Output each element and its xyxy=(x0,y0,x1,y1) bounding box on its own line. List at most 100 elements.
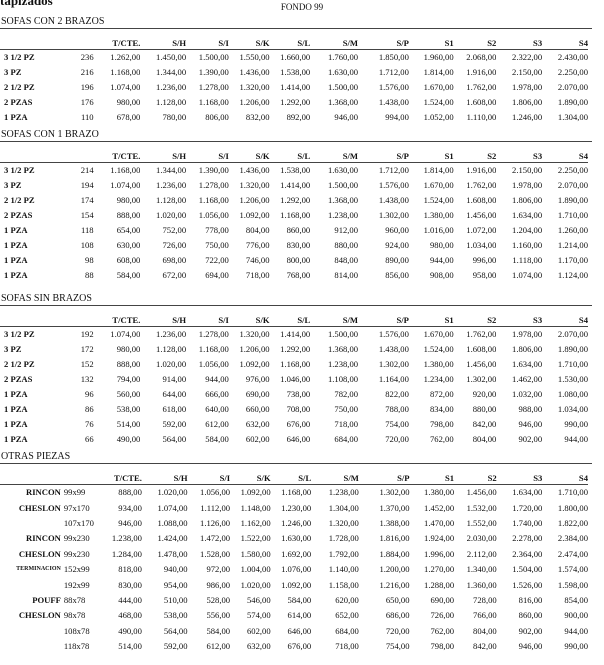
price-cell: 1.034,00 xyxy=(466,240,497,250)
price-cell: 652,00 xyxy=(335,610,359,621)
price-cell: 1.576,00 xyxy=(378,180,409,190)
price-cell: 2.250,00 xyxy=(557,165,588,176)
price-cell: 632,00 xyxy=(247,641,271,652)
row-label: 2 1/2 PZ xyxy=(4,195,35,205)
price-row: 107x170 946,00 1.088,00 1.126,00 1.162,00 1.2… xyxy=(0,515,588,530)
column-header: S2 xyxy=(453,306,497,327)
row-label: 2 PZAS xyxy=(4,374,33,384)
price-cell: 1.470,00 xyxy=(424,517,455,528)
price-cell: 1.414,00 xyxy=(280,180,311,190)
row-size: 172 xyxy=(80,344,94,354)
price-cell: 804,00 xyxy=(472,434,497,444)
price-cell: 1.538,00 xyxy=(280,67,311,77)
price-cell: 1.216,00 xyxy=(379,579,410,590)
price-cell: 988,00 xyxy=(518,404,543,414)
column-header: S/M xyxy=(310,306,359,327)
price-cell: 766,00 xyxy=(473,610,497,621)
price-cell: 468,00 xyxy=(118,610,142,621)
price-cell: 800,00 xyxy=(286,255,311,265)
row-label xyxy=(0,515,63,530)
column-header: S/L xyxy=(269,306,311,327)
row-size: 96 xyxy=(85,389,94,399)
price-row: RINCON 99x99 888,00 1.020,00 1.056,00 1.092,0… xyxy=(0,485,588,500)
price-cell: 678,00 xyxy=(116,112,141,122)
price-cell: 1.762,00 xyxy=(466,329,497,340)
price-cell: 990,00 xyxy=(564,641,588,652)
price-cell: 1.814,00 xyxy=(423,67,454,77)
price-cell: 1.456,00 xyxy=(466,487,497,498)
price-cell: 608,00 xyxy=(116,255,141,265)
column-header: S/K xyxy=(228,29,270,50)
price-row: CHESLON 99x230 1.284,00 1.478,00 1.528,00 1.5… xyxy=(0,546,588,561)
price-cell: 1.284,00 xyxy=(111,548,142,559)
price-cell: 1.158,00 xyxy=(328,579,359,590)
price-cell: 752,00 xyxy=(162,225,187,235)
price-cell: 900,00 xyxy=(564,610,588,621)
price-cell: 798,00 xyxy=(430,419,454,429)
price-cell: 1.438,00 xyxy=(378,97,409,107)
price-cell: 994,00 xyxy=(385,112,409,122)
price-cell: 1.262,00 xyxy=(110,52,141,63)
price-cell: 1.304,00 xyxy=(557,112,588,122)
price-row: 3 PZ 194 1.074,00 1.236,00 1.278,00 1.320,00 1… xyxy=(0,178,588,193)
price-cell: 1.204,00 xyxy=(512,225,543,235)
price-cell: 788,00 xyxy=(385,404,409,414)
price-cell: 1.608,00 xyxy=(466,195,497,205)
header-cell xyxy=(0,306,74,327)
price-cell: 738,00 xyxy=(286,389,311,399)
price-cell: 718,00 xyxy=(335,641,359,652)
column-header: S4 xyxy=(542,306,588,327)
price-cell: 728,00 xyxy=(473,594,497,605)
price-cell: 912,00 xyxy=(334,225,359,235)
price-cell: 1.320,00 xyxy=(239,180,270,190)
price-row: CHESLON 98x78 468,00 538,00 556,00 574,00 614,… xyxy=(0,608,588,623)
price-cell: 996,00 xyxy=(472,255,497,265)
price-cell: 842,00 xyxy=(472,419,497,429)
row-label: 2 1/2 PZ xyxy=(4,359,35,369)
price-cell: 980,00 xyxy=(116,344,141,354)
price-cell: 1.320,00 xyxy=(239,82,270,92)
price-cell: 1.530,00 xyxy=(557,374,588,384)
price-cell: 726,00 xyxy=(162,240,187,250)
price-cell: 1.504,00 xyxy=(512,564,543,575)
price-cell: 1.368,00 xyxy=(327,97,359,107)
price-cell: 1.140,00 xyxy=(328,564,359,575)
price-cell: 1.056,00 xyxy=(198,210,229,220)
column-header: S/M xyxy=(310,29,359,50)
price-cell: 1.236,00 xyxy=(156,329,187,340)
header-cell xyxy=(62,464,98,485)
price-cell: 1.916,00 xyxy=(466,67,497,77)
header-cell xyxy=(0,29,74,50)
price-cell: 1.200,00 xyxy=(379,564,410,575)
price-cell: 934,00 xyxy=(118,502,142,513)
row-size: 99x230 xyxy=(63,533,90,544)
row-label: TERMINACION xyxy=(16,566,61,573)
price-section: OTRAS PIEZAS T/CTE. S/H S/I S/K S/L S/M S/P S1 S2… xyxy=(0,450,592,654)
price-cell: 1.850,00 xyxy=(378,52,409,63)
price-cell: 1.368,00 xyxy=(327,344,359,354)
row-label: POUFF xyxy=(32,594,61,605)
price-cell: 1.110,00 xyxy=(466,112,497,122)
price-cell: 1.020,00 xyxy=(156,210,187,220)
price-cell: 444,00 xyxy=(118,594,142,605)
price-cell: 1.456,00 xyxy=(466,210,497,220)
price-row: 3 1/2 PZ 236 1.262,00 1.450,00 1.500,00 1.550… xyxy=(0,50,588,65)
price-cell: 602,00 xyxy=(245,434,270,444)
price-cell: 1.660,00 xyxy=(280,52,311,63)
price-cell: 1.670,00 xyxy=(423,329,454,340)
price-cell: 1.916,00 xyxy=(466,165,497,176)
price-cell: 1.806,00 xyxy=(512,195,543,205)
header-cell xyxy=(73,142,96,163)
row-size: 118 xyxy=(81,225,94,235)
price-cell: 1.532,00 xyxy=(466,502,497,513)
column-header: S1 xyxy=(409,464,455,485)
price-cell: 2.474,00 xyxy=(557,548,588,559)
price-cell: 830,00 xyxy=(118,579,142,590)
price-cell: 560,00 xyxy=(116,389,141,399)
price-cell: 1.340,00 xyxy=(466,564,497,575)
price-cell: 946,00 xyxy=(118,517,142,528)
column-header: S4 xyxy=(542,464,588,485)
price-cell: 538,00 xyxy=(163,610,188,621)
price-cell: 818,00 xyxy=(118,564,142,575)
row-label: 1 PZA xyxy=(4,434,28,444)
